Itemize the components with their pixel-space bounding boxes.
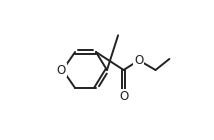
Text: O: O bbox=[134, 54, 144, 67]
Text: O: O bbox=[57, 64, 66, 76]
Text: O: O bbox=[119, 90, 128, 103]
